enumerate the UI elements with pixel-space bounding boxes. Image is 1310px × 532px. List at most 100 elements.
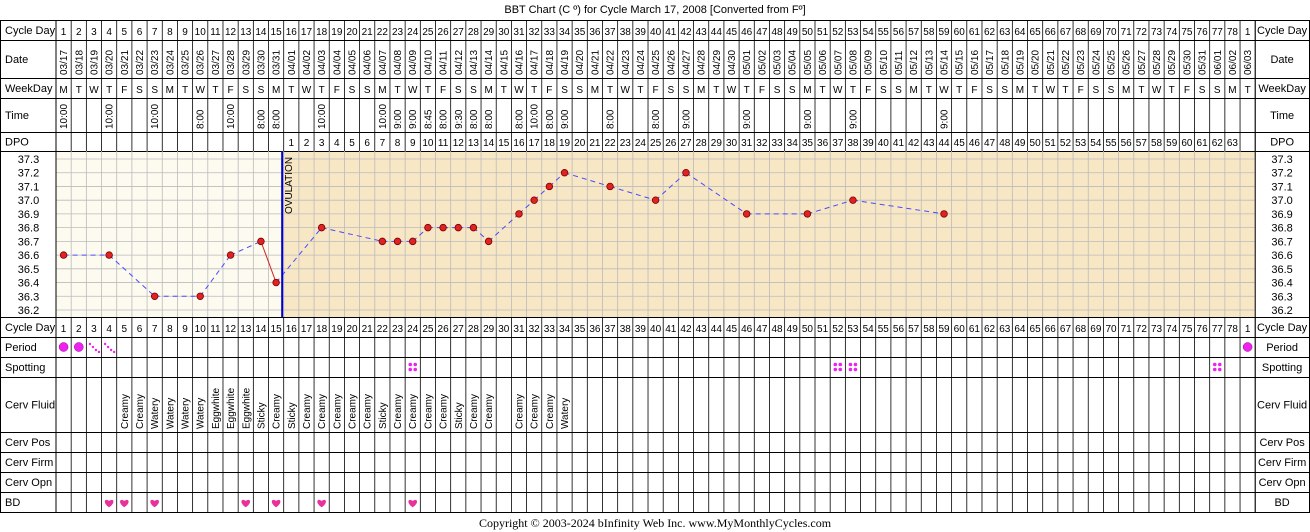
dpo-cell: 4 [334, 138, 340, 149]
cycle-day-cell-bottom: 75 [1181, 324, 1193, 335]
row-label-cycle-day: Cycle Day [5, 322, 56, 334]
cycle-day-cell: 15 [271, 27, 283, 38]
cycle-day-cell-bottom: 55 [878, 324, 890, 335]
y-tick-left: 36.4 [18, 278, 39, 290]
date-cell: 04/05 [348, 50, 359, 75]
weekday-cell: S [258, 85, 265, 96]
date-cell: 06/01 [1213, 50, 1224, 75]
cycle-day-cell: 22 [377, 27, 389, 38]
weekday-cell: W [195, 85, 205, 96]
cycle-day-cell: 5 [122, 27, 128, 38]
cycle-day-cell: 78 [1227, 27, 1239, 38]
weekday-cell: M [166, 85, 174, 96]
time-cell: 8:00 [196, 109, 207, 129]
row-label-cerv-opn-right: Cerv Opn [1259, 477, 1306, 489]
weekday-cell: S [667, 85, 674, 96]
time-cell: 10:00 [317, 104, 328, 129]
cycle-day-cell-bottom: 10 [195, 324, 207, 335]
weekday-cell: T [744, 85, 750, 96]
cycle-day-cell: 47 [756, 27, 768, 38]
date-cell: 04/07 [378, 50, 389, 75]
date-cell: 05/02 [757, 50, 768, 75]
temperature-line-segment [807, 199, 854, 215]
y-tick-right: 37.2 [1271, 168, 1292, 180]
time-cell: 9:00 [848, 109, 859, 129]
weekday-cell: S [1001, 85, 1008, 96]
weekday-cell: T [850, 85, 856, 96]
cycle-day-cell: 46 [741, 27, 753, 38]
bottom-cells: 1 2 3 4 5 6 7 8 9 10 11 12 13 14 15 16 17 18 19 20 21 22 23 24 2… [58, 324, 1253, 508]
dpo-cell: 10 [422, 138, 434, 149]
cycle-day-cell: 24 [407, 27, 419, 38]
cycle-day-cell: 66 [1045, 27, 1057, 38]
row-label-period-right: Period [1266, 342, 1298, 354]
cycle-day-cell: 7 [152, 27, 158, 38]
cycle-day-cell-bottom: 2 [76, 324, 82, 335]
date-cell: 04/15 [499, 50, 510, 75]
temperature-series [59, 169, 948, 300]
cycle-day-cell: 50 [802, 27, 814, 38]
cycle-day-cell: 32 [529, 27, 541, 38]
temperature-point [150, 292, 159, 300]
cycle-day-cell: 61 [969, 27, 981, 38]
row-label-cerv-fluid: Cerv Fluid [5, 400, 55, 412]
cycle-day-cell: 12 [225, 27, 237, 38]
date-cell: 05/15 [955, 50, 966, 75]
cycle-day-cell: 63 [999, 27, 1011, 38]
cycle-day-cell-bottom: 66 [1045, 324, 1057, 335]
cycle-day-cell: 11 [210, 27, 221, 38]
dpo-cell: 6 [364, 138, 370, 149]
weekday-cell: S [349, 85, 356, 96]
period-light-marker [97, 350, 101, 354]
spotting-marker [848, 367, 853, 372]
y-tick-left: 36.5 [18, 264, 39, 276]
date-cell: 04/20 [575, 50, 586, 75]
cycle-day-cell: 67 [1060, 27, 1072, 38]
cycle-day-cell: 73 [1151, 27, 1163, 38]
cycle-day-cell-bottom: 49 [787, 324, 799, 335]
weekday-cell: W [302, 85, 312, 96]
cycle-day-cell-bottom: 68 [1075, 324, 1087, 335]
cycle-day-cell-bottom: 53 [847, 324, 859, 335]
temperature-point [196, 292, 204, 300]
cerv-fluid-cell: Creamy [408, 394, 419, 429]
y-tick-left: 36.6 [18, 250, 39, 262]
spotting-marker [833, 362, 838, 367]
weekday-cell: M [272, 85, 280, 96]
date-cell: 03/28 [226, 50, 237, 75]
weekday-cell: M [909, 85, 917, 96]
dpo-cell: 47 [984, 138, 996, 149]
row-label-cycle-day-right: Cycle Day [1257, 322, 1308, 334]
date-cell: 05/24 [1091, 50, 1102, 75]
row-label-cerv-pos: Cerv Pos [5, 437, 51, 449]
temperature-point [409, 237, 417, 246]
weekday-cell: T [212, 85, 218, 96]
spotting-marker [413, 367, 418, 372]
cerv-fluid-cell: Watery [150, 398, 161, 429]
dpo-cell: 58 [1151, 138, 1163, 149]
date-cell: 04/16 [514, 50, 525, 75]
cycle-day-cell: 34 [559, 27, 571, 38]
time-cell: 8:00 [439, 109, 450, 129]
row-labels: Cycle Day Cycle Day Date Date WeekDay WeekDay… [5, 25, 1308, 509]
period-light-marker [109, 348, 113, 352]
dpo-cell: 12 [453, 138, 465, 149]
cycle-day-cell: 43 [696, 27, 708, 38]
dpo-cell: 49 [1014, 138, 1026, 149]
temperature-point [393, 237, 402, 246]
spotting-marker [1217, 362, 1222, 367]
temperature-point [469, 223, 478, 232]
spotting-marker [413, 362, 418, 367]
cycle-day-cell: 21 [362, 27, 374, 38]
dpo-cell: 21 [589, 138, 601, 149]
cycle-day-cell-bottom: 57 [908, 324, 920, 335]
weekday-cell: M [1228, 85, 1236, 96]
cycle-day-cell-bottom: 28 [468, 324, 480, 335]
y-tick-right: 37.3 [1271, 154, 1292, 166]
date-cell: 05/19 [1015, 50, 1026, 75]
dpo-cell: 59 [1166, 138, 1178, 149]
cycle-day-cell: 16 [286, 27, 298, 38]
temperature-point [742, 210, 751, 218]
date-cell: 04/17 [530, 50, 541, 75]
cycle-day-cell: 6 [137, 27, 143, 38]
